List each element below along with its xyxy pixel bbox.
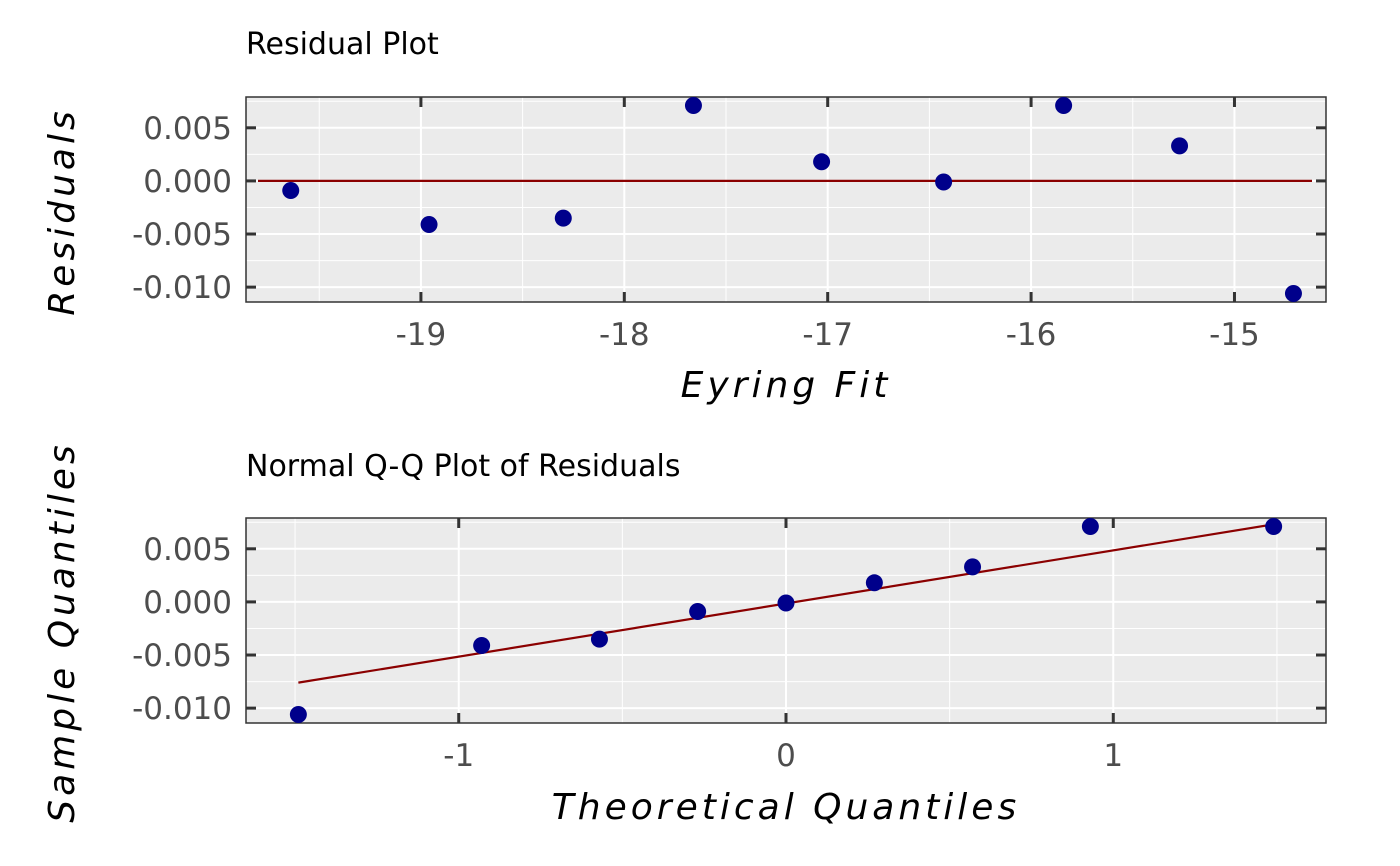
data-point bbox=[865, 574, 883, 592]
y-axis-title: Sample Quantiles bbox=[42, 441, 83, 822]
y-tick-label: 0.000 bbox=[143, 164, 232, 200]
y-tick-label: -0.005 bbox=[132, 638, 232, 674]
data-point bbox=[590, 630, 608, 648]
y-axis-title: Residuals bbox=[42, 107, 83, 315]
data-point bbox=[689, 602, 707, 620]
data-point bbox=[935, 173, 953, 191]
data-point bbox=[813, 153, 831, 171]
x-axis-title: Eyring Fit bbox=[681, 365, 892, 406]
data-point bbox=[1081, 517, 1099, 535]
x-tick-label: -1 bbox=[443, 738, 474, 774]
x-tick-label: -16 bbox=[1006, 317, 1057, 353]
data-point bbox=[282, 181, 300, 199]
y-tick-label: 0.005 bbox=[143, 532, 232, 568]
y-tick-label: -0.005 bbox=[132, 217, 232, 253]
chart-title: Residual Plot bbox=[246, 27, 439, 62]
x-tick-label: -19 bbox=[396, 317, 447, 353]
data-point bbox=[684, 96, 702, 114]
y-tick-label: 0.000 bbox=[143, 585, 232, 621]
x-tick-label: 1 bbox=[1103, 738, 1123, 774]
data-point bbox=[1171, 137, 1189, 155]
panel-2: Normal Q-Q Plot of Residuals -1 0 1 0.005 0.0… bbox=[42, 441, 1327, 828]
x-tick-label: 0 bbox=[776, 738, 796, 774]
y-tick-label: 0.005 bbox=[143, 111, 232, 147]
data-point bbox=[964, 558, 982, 576]
x-tick-label: -18 bbox=[599, 317, 650, 353]
panel-1: Residual Plot -19 -18 -17 -16 -15 0.005 0.000 -0… bbox=[42, 27, 1327, 406]
x-tick-label: -15 bbox=[1209, 317, 1260, 353]
data-point bbox=[1284, 285, 1302, 303]
data-point bbox=[420, 215, 438, 233]
plot-border bbox=[245, 96, 1327, 303]
data-point bbox=[1265, 517, 1283, 535]
x-tick-label: -17 bbox=[802, 317, 853, 353]
data-point bbox=[777, 594, 795, 612]
x-axis-title: Theoretical Quantiles bbox=[552, 787, 1020, 828]
data-point bbox=[473, 636, 491, 654]
data-point bbox=[1055, 96, 1073, 114]
chart-title: Normal Q-Q Plot of Residuals bbox=[246, 449, 680, 484]
plot-background bbox=[246, 97, 1326, 302]
data-point bbox=[554, 209, 572, 227]
data-point bbox=[289, 706, 307, 724]
y-tick-label: -0.010 bbox=[132, 691, 232, 727]
y-tick-label: -0.010 bbox=[132, 270, 232, 306]
